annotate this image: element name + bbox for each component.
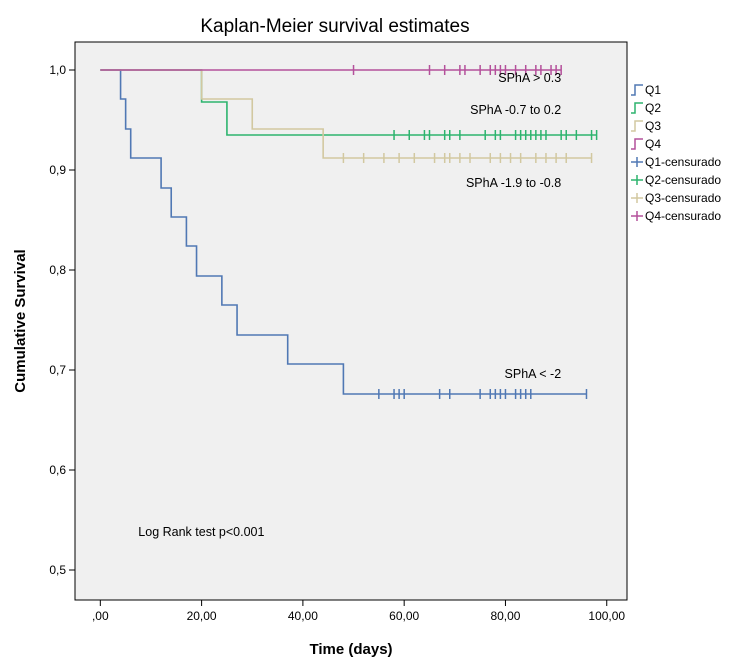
legend-label: Q1-censurado (645, 155, 721, 169)
group-annotation: SPhA -0.7 to 0.2 (470, 103, 561, 117)
legend-label: Q4-censurado (645, 209, 721, 223)
series-line-q1 (100, 69, 587, 395)
x-axis-label: Time (days) (309, 641, 392, 658)
y-tick-label: 0,9 (49, 163, 66, 177)
legend-line-swatch (631, 102, 643, 114)
legend-line-swatch (631, 120, 643, 132)
legend-line-swatch (631, 138, 643, 150)
series-line-q3 (100, 69, 592, 159)
series-layer (100, 65, 598, 399)
legend-label: Q4 (645, 137, 661, 151)
plot-area (74, 41, 628, 601)
x-tick-label: 100,00 (588, 609, 625, 623)
legend-line-swatch (631, 84, 643, 96)
legend-label: Q2-censurado (645, 173, 721, 187)
y-axis-label: Cumulative Survival (12, 249, 29, 392)
y-tick-label: 0,7 (49, 363, 66, 377)
legend-label: Q1 (645, 83, 661, 97)
x-tick-label: ,00 (92, 609, 109, 623)
chart-title: Kaplan-Meier survival estimates (200, 16, 469, 37)
annotation-layer: SPhA > 0.3 SPhA -0.7 to 0.2 SPhA -1.9 to -… (138, 71, 561, 539)
y-axis: 0,5 0,6 0,7 0,8 0,9 1,0 (49, 63, 75, 577)
y-tick-label: 0,6 (49, 463, 66, 477)
x-tick-label: 80,00 (490, 609, 520, 623)
legend: Q1 Q2 Q3 Q4 Q1-censurado Q2-censurado Q3-censu… (631, 83, 721, 223)
legend-label: Q3 (645, 119, 661, 133)
x-tick-label: 20,00 (187, 609, 217, 623)
x-axis: ,00 20,00 40,00 60,00 80,00 100,00 (92, 600, 625, 623)
legend-label: Q2 (645, 101, 661, 115)
x-tick-label: 40,00 (288, 609, 318, 623)
legend-label: Q3-censurado (645, 191, 721, 205)
group-annotation: SPhA > 0.3 (498, 71, 561, 85)
log-rank-annotation: Log Rank test p<0.001 (138, 525, 264, 539)
y-tick-label: 0,8 (49, 263, 66, 277)
x-tick-label: 60,00 (389, 609, 419, 623)
y-tick-label: 0,5 (49, 563, 66, 577)
group-annotation: SPhA -1.9 to -0.8 (466, 176, 561, 190)
y-tick-label: 1,0 (49, 63, 66, 77)
group-annotation: SPhA < -2 (505, 367, 562, 381)
